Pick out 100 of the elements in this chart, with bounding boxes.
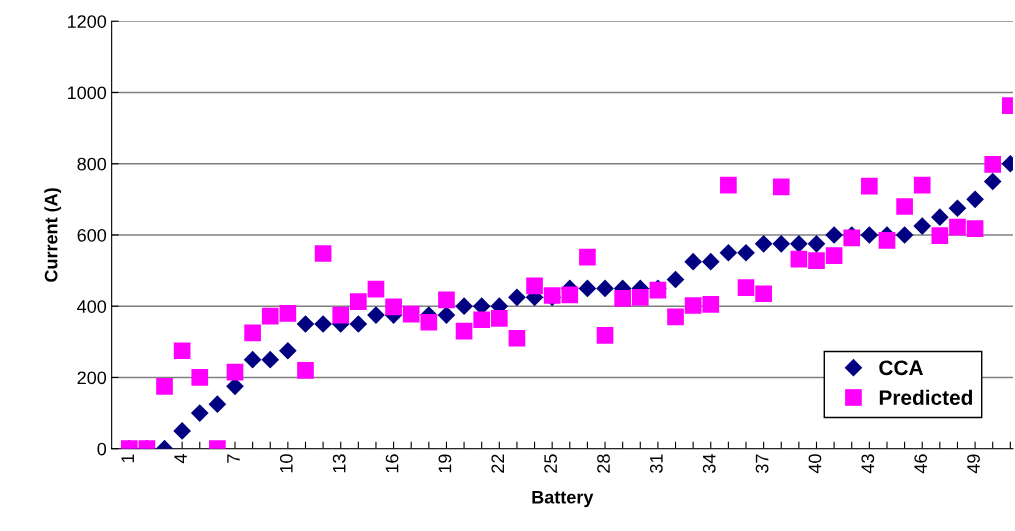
y-tick-label: 800 [77,157,107,171]
point [860,226,879,244]
point [332,306,350,324]
point [790,250,808,268]
point [737,243,755,262]
y-tick-label: 400 [77,300,107,313]
point [279,305,297,322]
point [825,247,843,264]
point [684,297,702,314]
x-tick-label: 49 [967,454,980,474]
point [772,178,790,196]
x-tick-label: 10 [279,454,293,473]
x-tick-label: 46 [914,454,928,474]
point [508,329,526,347]
point [508,288,526,307]
point [350,293,367,310]
x-tick-label: 40 [808,454,822,474]
point [314,315,332,333]
y-tick-label: 1000 [68,86,107,100]
point [966,220,984,237]
point [701,252,720,271]
point [631,288,649,306]
point [807,235,826,253]
point [314,245,332,262]
y-tick-label: 200 [77,371,107,385]
x-tick-label: 22 [491,454,504,473]
point [385,298,402,316]
point [191,369,209,386]
legend-label: Predicted [879,389,973,405]
point [367,306,385,324]
x-tick-label: 43 [861,454,875,474]
point [719,243,738,262]
point [949,218,966,236]
y-axis-title: Current (A) [44,188,62,282]
point [896,198,913,215]
point [438,291,455,309]
point [173,342,191,360]
point [437,306,456,324]
point [244,324,261,342]
point [913,217,932,235]
point [931,208,949,226]
point [297,361,314,379]
x-tick-label: 28 [597,454,610,473]
point [772,235,791,253]
point [684,252,702,271]
point [666,270,685,289]
point [279,341,297,360]
point [261,350,280,369]
point [455,297,473,316]
x-tick-label: 16 [385,454,399,473]
x-tick-label: 1 [121,454,134,463]
x-tick-label: 4 [174,454,187,464]
point [667,308,684,326]
point [402,305,420,323]
point [190,404,209,422]
point [614,290,631,307]
point [895,226,914,244]
x-tick-label: 31 [649,454,663,473]
x-tick-label: 19 [438,454,452,473]
point [596,279,614,298]
point [702,296,720,313]
point [420,313,438,331]
x-tick-label: 13 [332,454,346,473]
point [296,315,315,333]
point [455,322,473,340]
point [737,279,755,297]
point [490,309,508,327]
point [596,327,614,344]
point [878,231,896,249]
point [790,235,808,253]
point [966,190,984,209]
y-tick-label: 600 [77,228,107,242]
point [226,363,244,381]
point [579,248,596,266]
x-tick-label: 7 [227,454,240,463]
point [948,199,967,218]
x-tick-label: 25 [544,454,558,473]
y-tick-label: 0 [97,442,107,456]
point [349,315,368,333]
point [931,227,949,245]
point [754,235,773,253]
x-axis-title: Battery [532,490,594,508]
point [861,177,878,195]
point [526,277,543,295]
y-tick-label: 1200 [68,15,107,28]
point [825,226,843,244]
legend-label: CCA [879,360,924,376]
point [808,252,825,269]
point [367,280,385,298]
point [208,395,227,414]
point [243,350,262,369]
point [913,176,931,194]
point [578,279,597,298]
point [755,285,772,303]
x-tick-label: 34 [702,454,716,473]
point [984,156,1002,173]
point [173,422,191,440]
point [561,286,579,304]
x-tick-label: 37 [755,454,769,473]
point [156,378,173,395]
